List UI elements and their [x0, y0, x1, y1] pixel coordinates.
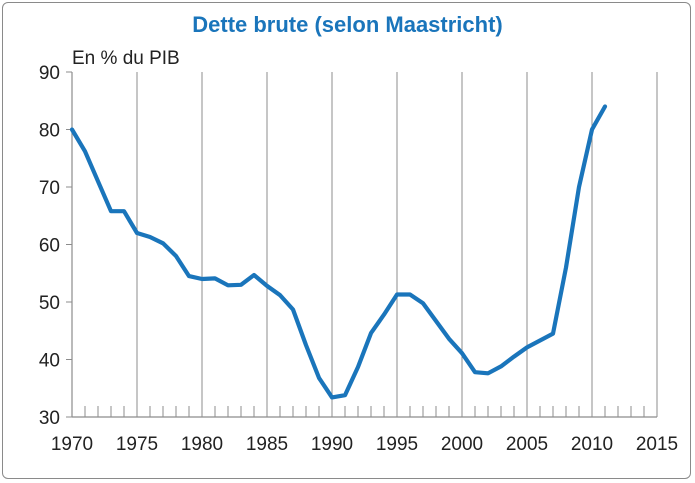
x-tick-labels: 1970 1975 1980 1985 1990 1995 2000 2005 2010 2015	[51, 434, 678, 455]
series-line-0	[69, 104, 608, 400]
x-tick-label-2005: 2005	[506, 434, 548, 455]
chart-frame	[2, 2, 691, 479]
x-tick-label-1995: 1995	[376, 434, 418, 455]
y-tick-label-90: 90	[39, 63, 60, 84]
x-tick-label-1985: 1985	[246, 434, 288, 455]
x-tick-label-2015: 2015	[636, 434, 678, 455]
series-group	[69, 104, 608, 400]
y-tick-labels: 30 40 50 60 70 80 90	[39, 63, 60, 429]
x-tick-label-1975: 1975	[116, 434, 158, 455]
y-tick-label-60: 60	[39, 236, 60, 257]
y-axis-label: En % du PIB	[72, 48, 180, 69]
x-tick-label-1970: 1970	[51, 434, 93, 455]
x-tick-label-1990: 1990	[311, 434, 353, 455]
x-tick-label-1980: 1980	[181, 434, 223, 455]
y-tick-label-30: 30	[39, 408, 60, 429]
y-tick-label-80: 80	[39, 121, 60, 142]
y-tick-label-50: 50	[39, 293, 60, 314]
chart-title: Dette brute (selon Maastricht)	[192, 12, 503, 37]
y-tick-label-70: 70	[39, 178, 60, 199]
x-tick-label-2010: 2010	[571, 434, 613, 455]
y-tick-label-40: 40	[39, 351, 60, 372]
gridlines	[136, 72, 658, 417]
minor-ticks	[84, 406, 645, 417]
x-tick-label-2000: 2000	[441, 434, 483, 455]
